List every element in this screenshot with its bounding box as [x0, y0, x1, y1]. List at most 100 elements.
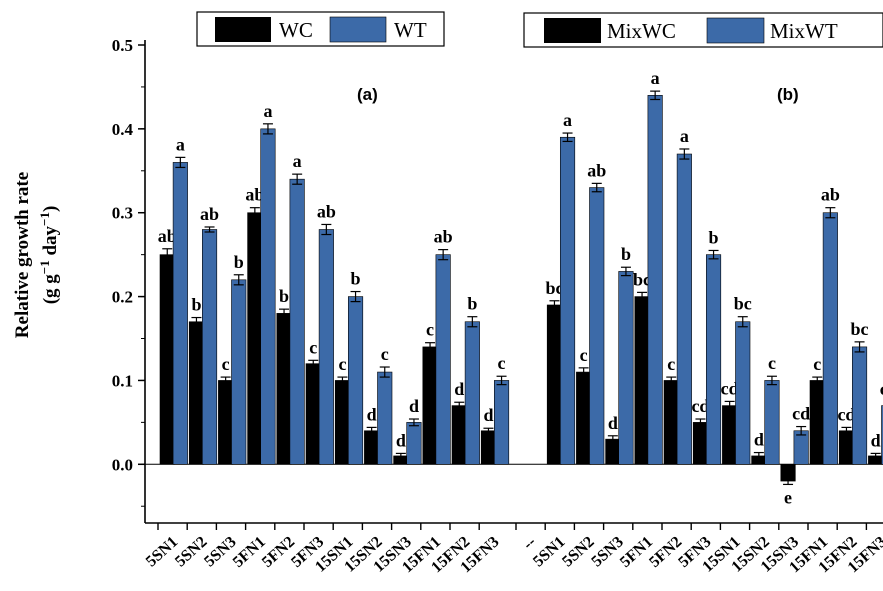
bar — [663, 380, 679, 465]
bar — [546, 304, 563, 465]
bar — [231, 279, 247, 465]
significance-label: c — [338, 354, 346, 374]
bar — [692, 422, 709, 465]
significance-label: c — [222, 354, 230, 374]
x-tick-label: 5FN1 — [617, 533, 656, 571]
bar — [364, 430, 380, 465]
y-axis-label: Relative growth rate (g g−1 day−1) — [12, 172, 61, 338]
x-tick-label: -- — [520, 533, 539, 553]
significance-label: a — [176, 134, 185, 154]
legend-swatch-wt — [329, 16, 387, 43]
bar — [822, 212, 838, 465]
significance-label: bc — [851, 319, 869, 339]
bar — [202, 229, 218, 465]
legend-a: WC WT — [196, 11, 445, 47]
bar — [260, 128, 276, 465]
significance-label: e — [784, 487, 792, 507]
significance-label: b — [467, 294, 477, 314]
significance-label: bc — [545, 278, 563, 298]
x-tick-label: 5SN2 — [559, 533, 597, 570]
bar — [480, 430, 497, 465]
y-axis-label-line1: Relative growth rate — [12, 172, 33, 338]
bar — [705, 254, 722, 465]
bar — [305, 363, 321, 465]
significance-label: c — [667, 354, 675, 374]
significance-label: c — [768, 353, 776, 373]
significance-label: b — [234, 252, 244, 272]
panel-label-a: (a) — [357, 85, 378, 104]
bar — [722, 405, 738, 465]
significance-label: b — [191, 295, 201, 315]
bar — [422, 346, 438, 465]
significance-label: a — [293, 151, 302, 171]
y-tick-label: 0.2 — [112, 288, 133, 307]
y-tick-label: 0.0 — [112, 455, 133, 474]
bar — [589, 187, 605, 465]
significance-label: ab — [317, 201, 336, 221]
significance-label: ab — [158, 226, 177, 246]
significance-label: bc — [734, 294, 752, 314]
bar — [618, 271, 634, 465]
significance-label: d — [483, 405, 493, 425]
legend-label-mixwc: MixWC — [607, 19, 676, 43]
legend-label-wt: WT — [394, 18, 427, 42]
x-tick-label: 5FN1 — [230, 533, 269, 571]
significance-label: c — [813, 354, 821, 374]
legend-label-wc: WC — [279, 18, 313, 42]
significance-label: b — [351, 269, 361, 289]
bar — [218, 380, 234, 465]
significance-label: bc — [633, 269, 651, 289]
significance-label: d — [409, 396, 419, 416]
x-tick-label: 5FN2 — [646, 533, 685, 571]
bar — [435, 254, 451, 465]
bar — [764, 380, 780, 465]
bar — [172, 162, 188, 465]
significance-label: b — [709, 227, 719, 247]
bar — [464, 321, 480, 465]
y-tick-label: 0.3 — [112, 204, 133, 223]
significance-label: d — [454, 379, 464, 399]
significance-label: c — [498, 353, 506, 373]
bar — [406, 422, 422, 465]
legend-swatch-wc — [215, 17, 271, 42]
bar — [793, 430, 809, 465]
bars: abbcabbccddcddaabbaaabbcdabbcbccdbcccdcd… — [158, 68, 883, 507]
legend-swatch-mixwc — [544, 18, 601, 43]
significance-label: d — [367, 404, 377, 424]
significance-label: a — [680, 126, 689, 146]
significance-label: c — [580, 345, 588, 365]
bar — [838, 430, 855, 465]
significance-label: b — [621, 244, 631, 264]
x-tick-label: 5SN3 — [201, 533, 239, 570]
bar — [276, 313, 292, 465]
significance-label: c — [309, 337, 317, 357]
significance-label: a — [263, 101, 272, 121]
y-tick-label: 0.1 — [112, 371, 133, 390]
legend-label-mixwt: MixWT — [770, 19, 838, 43]
significance-label: a — [563, 110, 572, 130]
x-tick-label: 5SN1 — [530, 533, 568, 570]
bar — [188, 321, 204, 465]
significance-label: ab — [200, 204, 219, 224]
bar — [493, 380, 510, 465]
significance-label: cd — [721, 378, 739, 398]
bar — [735, 321, 751, 465]
bar — [881, 405, 883, 465]
bar — [576, 371, 592, 465]
bar — [347, 296, 364, 465]
bar — [634, 296, 650, 465]
significance-label: cd — [837, 404, 855, 424]
significance-label: ab — [434, 227, 453, 247]
significance-label: d — [396, 430, 406, 450]
y-tick-label: 0.5 — [112, 36, 133, 55]
bar — [809, 380, 825, 465]
significance-label: b — [279, 286, 289, 306]
significance-label: c — [426, 320, 434, 340]
significance-label: cd — [880, 379, 883, 399]
bar — [289, 178, 305, 465]
x-tick-label: 5FN2 — [259, 533, 298, 571]
significance-label: d — [754, 430, 764, 450]
bar — [451, 405, 467, 465]
legend-b: MixWC MixWT — [523, 12, 883, 48]
